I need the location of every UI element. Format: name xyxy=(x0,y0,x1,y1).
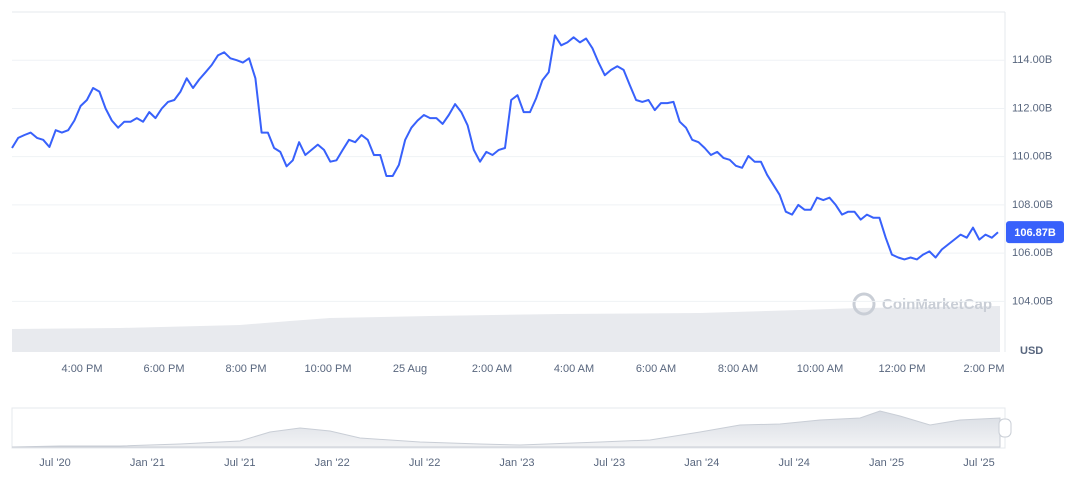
y-tick-label: 114.00B xyxy=(1012,54,1052,66)
navigator-area xyxy=(11,410,1001,448)
x-tick-label: 2:00 PM xyxy=(964,363,1005,375)
navigator-label: Jan '22 xyxy=(315,457,350,469)
x-tick-label: 10:00 PM xyxy=(304,363,351,375)
navigator-label: Jan '23 xyxy=(499,457,534,469)
x-tick-label: 8:00 PM xyxy=(226,363,267,375)
watermark: CoinMarketCap xyxy=(852,292,992,316)
price-badge-label: 106.87B xyxy=(1014,227,1056,239)
navigator-label: Jan '21 xyxy=(130,457,165,469)
x-tick-label: 10:00 AM xyxy=(797,363,843,375)
watermark-text: CoinMarketCap xyxy=(882,296,992,313)
x-tick-label: 4:00 PM xyxy=(62,363,103,375)
navigator-label: Jan '25 xyxy=(869,457,904,469)
navigator-label: Jul '22 xyxy=(409,457,440,469)
navigator-label: Jul '23 xyxy=(594,457,625,469)
y-unit: USD xyxy=(1020,345,1043,357)
navigator-label: Jul '24 xyxy=(778,457,809,469)
y-tick-label: 108.00B xyxy=(1012,199,1053,211)
x-tick-label: 2:00 AM xyxy=(472,363,512,375)
x-tick-label: 12:00 PM xyxy=(878,363,925,375)
volume-area xyxy=(12,306,1000,352)
x-tick-label: 6:00 AM xyxy=(636,363,676,375)
x-tick-label: 8:00 AM xyxy=(718,363,758,375)
y-tick-label: 110.00B xyxy=(1012,151,1052,163)
navigator-label: Jul '25 xyxy=(963,457,994,469)
x-tick-label: 6:00 PM xyxy=(144,363,185,375)
price-badge xyxy=(1006,221,1064,244)
x-tick-label: 25 Aug xyxy=(393,363,427,375)
y-tick-label: 106.00B xyxy=(1012,247,1053,259)
x-tick-label: 4:00 AM xyxy=(554,363,594,375)
navigator-label: Jul '20 xyxy=(39,457,70,469)
y-tick-label: 112.00B xyxy=(1012,102,1052,114)
navigator-handle[interactable] xyxy=(998,418,1012,438)
y-tick-label: 104.00B xyxy=(1012,295,1053,307)
navigator-label: Jul '21 xyxy=(224,457,255,469)
price-line xyxy=(11,34,999,261)
navigator-label: Jan '24 xyxy=(684,457,719,469)
